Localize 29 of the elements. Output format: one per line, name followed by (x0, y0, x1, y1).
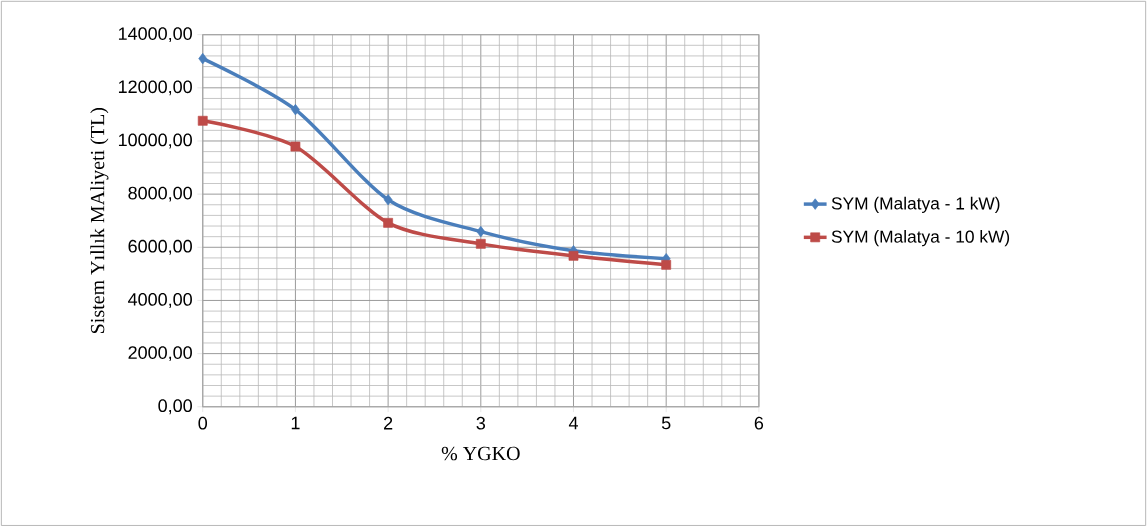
x-tick-label: 6 (754, 416, 764, 430)
point (475, 239, 486, 249)
point (198, 53, 208, 65)
x-tick-label: 3 (476, 416, 486, 430)
point (661, 260, 672, 270)
x-tick-label: 4 (568, 416, 578, 430)
y-tick-label: 14000,00 (118, 27, 192, 43)
x-tick-label: 0 (198, 416, 208, 430)
point (383, 194, 393, 206)
y-axis-title: Sistem Yıllık MAliyeti (TL) (90, 108, 109, 334)
y-tick-label: 4000,00 (128, 293, 192, 308)
x-axis-title: % YGKO (441, 446, 520, 461)
y-tick-label: 10000,00 (118, 133, 192, 149)
y-tick-label: 0,00 (158, 399, 192, 415)
point (383, 218, 393, 228)
y-tick-label: 12000,00 (118, 80, 192, 96)
x-tick-label: 5 (661, 416, 671, 430)
point (291, 104, 300, 116)
x-tick-label: 1 (291, 416, 300, 430)
y-tick-label: 6000,00 (128, 239, 192, 255)
y-tick-label: 8000,00 (128, 186, 192, 202)
legend-label: SYM (Malatya - 10 kW) (831, 230, 1010, 247)
point (197, 116, 208, 126)
y-tick-label: 2000,00 (128, 346, 192, 362)
legend-label: SYM (Malatya - 1 kW) (831, 196, 1000, 214)
x-tick-label: 2 (384, 416, 393, 430)
point (476, 226, 486, 238)
point (568, 251, 579, 261)
point (290, 141, 301, 152)
